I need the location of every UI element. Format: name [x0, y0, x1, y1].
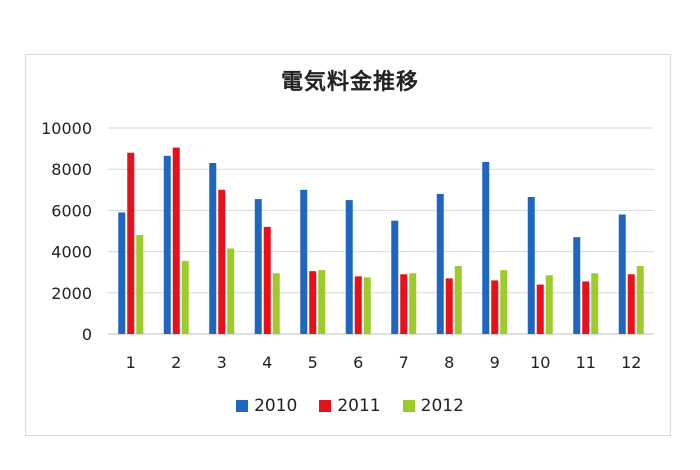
x-tick-label: 5	[308, 353, 318, 372]
bar-2011-2	[172, 147, 180, 334]
bar-2012-10	[545, 275, 553, 334]
bar-2012-3	[227, 248, 235, 334]
legend-item-2012: 2012	[402, 396, 464, 416]
legend: 2010 2011 2012	[0, 396, 700, 416]
bar-2011-8	[445, 278, 453, 334]
bar-2010-7	[391, 220, 399, 334]
bar-2012-9	[500, 270, 508, 334]
legend-label: 2011	[337, 396, 381, 416]
legend-label: 2010	[254, 396, 298, 416]
bar-2011-5	[309, 271, 317, 334]
x-tick-label: 1	[126, 353, 136, 372]
x-tick-label: 4	[262, 353, 272, 372]
bar-2010-12	[618, 214, 626, 334]
bar-2011-12	[627, 274, 635, 334]
bar-2011-11	[582, 281, 590, 334]
bar-2010-10	[527, 197, 535, 334]
legend-item-2011: 2011	[319, 396, 381, 416]
bar-2012-6	[363, 277, 371, 334]
x-tick-label: 2	[171, 353, 181, 372]
bar-2012-8	[454, 266, 462, 334]
bar-2011-4	[263, 226, 271, 334]
bar-2010-8	[436, 193, 444, 334]
x-tick-label: 12	[621, 353, 641, 372]
bar-2012-7	[409, 273, 417, 334]
bar-2010-6	[345, 200, 353, 334]
y-tick-label: 8000	[51, 160, 92, 179]
x-tick-label: 3	[217, 353, 227, 372]
bar-2010-2	[163, 155, 171, 334]
x-tick-label: 9	[490, 353, 500, 372]
x-tick-label: 10	[530, 353, 550, 372]
bar-2010-11	[573, 237, 581, 334]
y-tick-label: 4000	[51, 243, 92, 262]
y-axis: 0 2000 4000 6000 8000 10000	[41, 119, 92, 344]
bar-2012-11	[591, 273, 599, 334]
bar-2011-9	[491, 280, 499, 334]
legend-swatch	[236, 400, 249, 412]
bar-2010-1	[118, 212, 126, 334]
bar-2012-5	[318, 270, 326, 334]
gridlines	[108, 127, 654, 335]
legend-swatch	[402, 400, 415, 412]
bar-2012-4	[272, 273, 280, 334]
bar-2011-3	[218, 189, 226, 334]
legend-label: 2012	[420, 396, 464, 416]
x-axis: 1 2 3 4 5 6 7 8 9 10 11 12	[126, 353, 642, 372]
chart-title: 電気料金推移	[280, 70, 419, 95]
bar-2010-3	[209, 163, 217, 334]
x-tick-label: 8	[444, 353, 454, 372]
y-tick-label: 0	[82, 325, 92, 344]
y-tick-label: 2000	[51, 284, 92, 303]
legend-swatch	[319, 400, 332, 412]
legend-item-2010: 2010	[236, 396, 297, 416]
bar-2011-1	[127, 152, 135, 334]
y-tick-label: 10000	[41, 119, 92, 138]
bar-2012-12	[636, 266, 644, 334]
x-tick-label: 7	[399, 353, 409, 372]
bar-2011-6	[354, 276, 362, 334]
bars	[118, 147, 644, 334]
bar-2010-5	[300, 189, 308, 334]
bar-2011-7	[400, 274, 408, 334]
bar-2012-2	[181, 260, 189, 334]
x-tick-label: 11	[576, 353, 596, 372]
bar-2010-9	[482, 161, 490, 334]
bar-2011-10	[536, 284, 544, 334]
bar-2010-4	[254, 199, 262, 334]
y-tick-label: 6000	[51, 201, 92, 220]
bar-2012-1	[136, 235, 144, 334]
x-tick-label: 6	[353, 353, 363, 372]
